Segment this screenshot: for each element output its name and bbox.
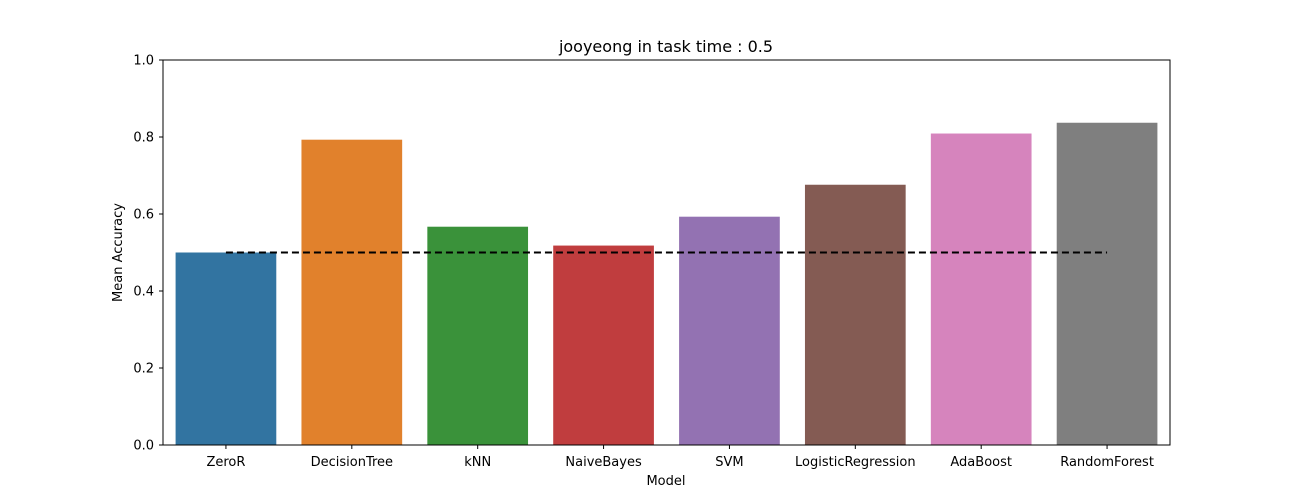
y-tick-label: 0.8 xyxy=(133,131,154,146)
bars-layer xyxy=(175,122,1158,446)
plot-frame xyxy=(162,59,1171,446)
x-tick-label: NaiveBayes xyxy=(565,455,642,470)
x-tick-label: kNN xyxy=(464,455,491,470)
y-tick-label: 0.0 xyxy=(133,439,154,454)
x-tick-label: SVM xyxy=(715,455,743,470)
x-tick-label: LogisticRegression xyxy=(795,455,916,470)
bar-ZeroR xyxy=(175,252,277,445)
y-tick-label: 1.0 xyxy=(133,54,154,69)
bar-SVM xyxy=(679,216,780,445)
x-tick-label: AdaBoost xyxy=(950,455,1012,470)
x-axis-label: Model xyxy=(646,474,685,489)
bar-RandomForest xyxy=(1056,122,1158,445)
x-tick-label: ZeroR xyxy=(206,455,245,470)
x-tick-label: DecisionTree xyxy=(311,455,393,470)
y-axis: 0.0 0.2 0.4 0.6 0.8 1.0 xyxy=(133,54,163,454)
y-tick-label: 0.4 xyxy=(133,285,154,300)
y-axis-label: Mean Accuracy xyxy=(111,203,126,302)
bar-DecisionTree xyxy=(301,139,403,445)
bar-kNN xyxy=(427,226,529,445)
bar-NaiveBayes xyxy=(553,245,654,445)
x-axis: ZeroR DecisionTree kNN NaiveBayes SVM Logisti… xyxy=(206,445,1154,470)
x-tick-label: RandomForest xyxy=(1060,455,1154,470)
y-tick-label: 0.2 xyxy=(133,362,154,377)
bar-AdaBoost xyxy=(930,133,1032,445)
bar-LogisticRegression xyxy=(804,184,906,446)
chart-title: jooyeong in task time : 0.5 xyxy=(558,37,773,56)
y-tick-label: 0.6 xyxy=(133,208,154,223)
